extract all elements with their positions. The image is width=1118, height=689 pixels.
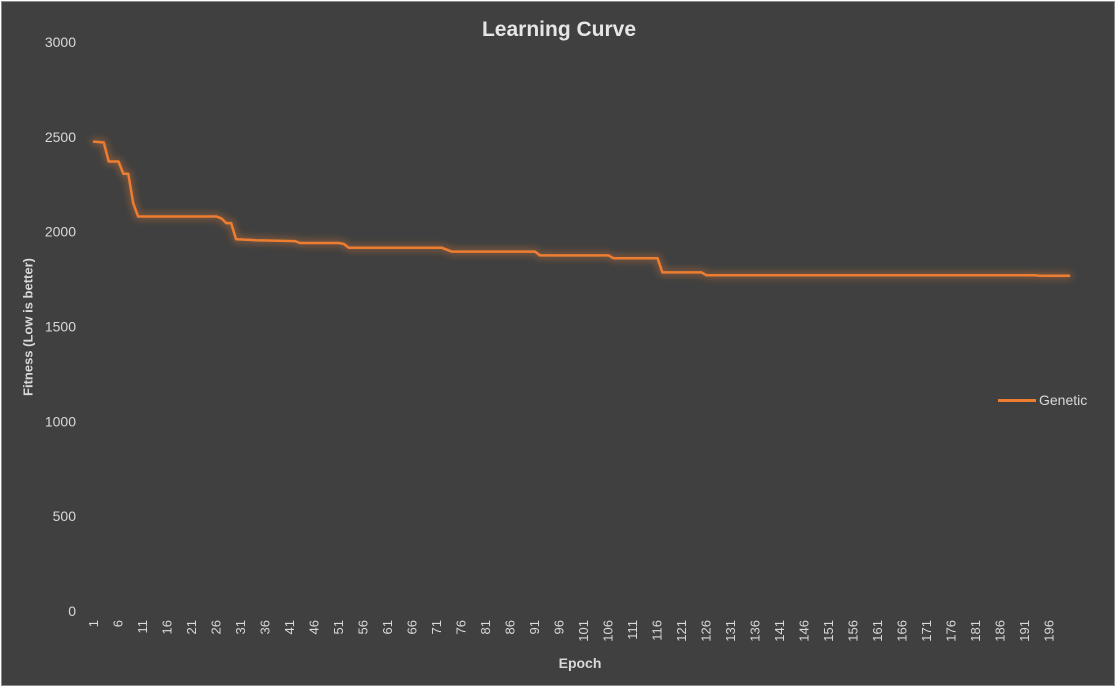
x-tick-label: 171	[919, 620, 934, 642]
x-tick-label: 136	[748, 620, 763, 642]
x-tick-label: 41	[282, 620, 297, 634]
x-tick-label: 56	[356, 620, 371, 634]
x-tick-label: 106	[601, 620, 616, 642]
x-tick-label: 46	[307, 620, 322, 634]
y-tick-label: 0	[68, 603, 76, 619]
y-tick-label: 2500	[45, 129, 76, 145]
x-tick-label: 16	[160, 620, 175, 634]
x-axis-title: Epoch	[558, 655, 602, 671]
x-tick-label: 186	[993, 620, 1008, 642]
x-tick-label: 176	[944, 620, 959, 642]
x-tick-label: 31	[233, 620, 248, 634]
chart-title: Learning Curve	[481, 18, 637, 41]
x-tick-label: 26	[209, 620, 224, 634]
x-tick-label: 111	[625, 620, 640, 640]
x-tick-label: 141	[772, 620, 787, 642]
x-tick-label: 166	[895, 620, 910, 642]
legend: Genetic	[998, 392, 1087, 408]
x-tick-label: 61	[380, 620, 395, 634]
legend-swatch-genetic	[998, 398, 1036, 402]
x-tick-label: 81	[478, 620, 493, 634]
series-line-genetic	[92, 140, 1071, 277]
y-tick-label: 500	[53, 508, 77, 524]
x-tick-label: 151	[821, 620, 836, 642]
x-tick-label: 36	[258, 620, 273, 634]
x-tick-label: 96	[552, 620, 567, 634]
y-tick-label: 3000	[45, 34, 76, 50]
x-tick-label: 11	[135, 620, 150, 634]
y-tick-label: 1500	[45, 319, 76, 335]
y-tick-label: 1000	[45, 413, 76, 429]
x-tick-label: 126	[699, 620, 714, 642]
x-tick-label: 116	[650, 620, 665, 641]
x-tick-label: 91	[527, 620, 542, 634]
x-tick-label: 191	[1017, 620, 1032, 642]
x-tick-label: 161	[870, 620, 885, 642]
x-tick-label: 76	[454, 620, 469, 634]
x-tick-label: 51	[331, 620, 346, 634]
x-tick-label: 196	[1042, 620, 1057, 642]
x-tick-label: 131	[723, 620, 738, 642]
x-tick-label: 156	[846, 620, 861, 642]
legend-label-genetic: Genetic	[1039, 392, 1088, 408]
x-tick-label: 71	[429, 620, 444, 634]
x-tick-label: 1	[86, 620, 101, 627]
x-tick-label: 101	[576, 620, 591, 642]
x-tick-label: 181	[968, 620, 983, 642]
x-tick-label: 66	[405, 620, 420, 634]
x-tick-label: 86	[503, 620, 518, 634]
x-tick-label: 146	[797, 620, 812, 642]
x-tick-label: 21	[184, 620, 199, 634]
x-tick-label: 121	[674, 620, 689, 642]
y-tick-label: 2000	[45, 224, 76, 240]
x-tick-label: 6	[111, 620, 126, 627]
